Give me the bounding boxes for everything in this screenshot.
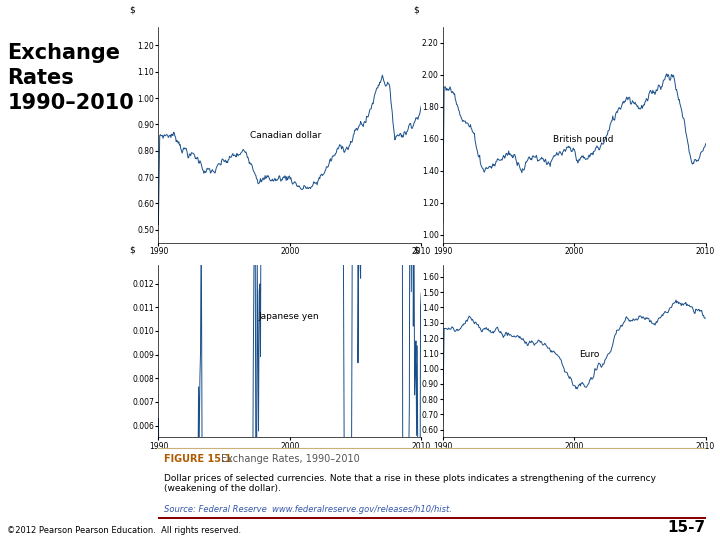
Text: Euro: Euro [580,350,600,359]
Text: 15-7: 15-7 [667,519,706,535]
Text: Canadian dollar: Canadian dollar [251,131,322,139]
Text: British pound: British pound [553,135,613,144]
Text: Dollar prices of selected currencies. Note that a rise in these plots indicates : Dollar prices of selected currencies. No… [164,474,656,493]
Text: Exchange Rates, 1990–2010: Exchange Rates, 1990–2010 [221,454,360,464]
Text: Source: Federal Reserve  www.federalreserve.gov/releases/h10/hist.: Source: Federal Reserve www.federalreser… [164,505,451,514]
Text: $: $ [414,5,419,14]
Text: $: $ [130,245,135,254]
Text: FIGURE 15.1: FIGURE 15.1 [164,454,231,464]
Text: Japanese yen: Japanese yen [258,312,319,321]
Text: $: $ [414,245,419,254]
Text: Exchange
Rates
1990–2010: Exchange Rates 1990–2010 [7,43,134,113]
Text: $: $ [130,5,135,14]
Text: ©2012 Pearson Pearson Education.  All rights reserved.: ©2012 Pearson Pearson Education. All rig… [7,525,241,535]
